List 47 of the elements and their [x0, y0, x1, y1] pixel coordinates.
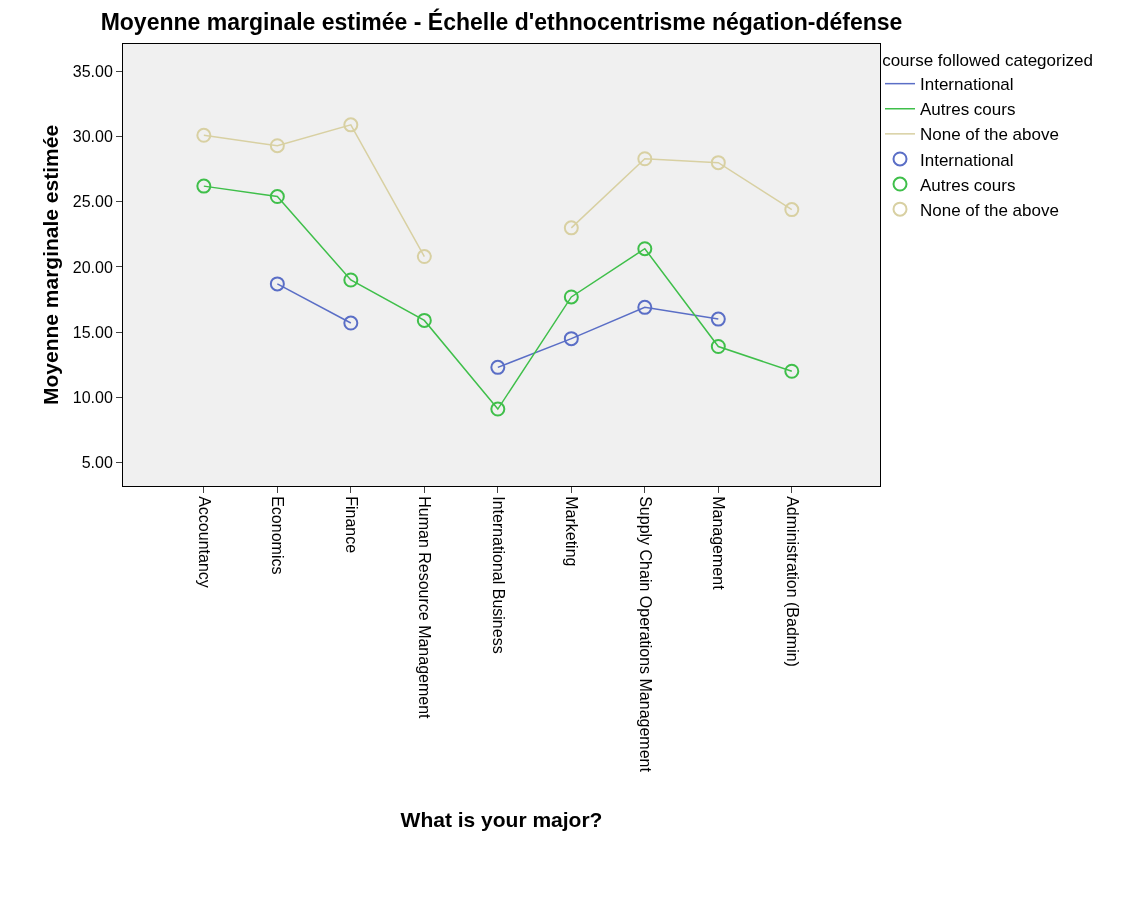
y-axis-title: Moyenne marginale estimée — [38, 124, 62, 406]
point — [637, 241, 653, 257]
legend-label: None of the above — [920, 125, 1059, 145]
point — [710, 338, 726, 354]
x-tick-label: Economics — [269, 496, 287, 575]
point — [637, 151, 653, 167]
point — [343, 117, 359, 133]
chart-title: Moyenne marginale estimée - Échelle d'ethnocentrisme négation-défense — [100, 7, 903, 35]
point — [196, 178, 212, 194]
legend-title: course followed categorized — [882, 51, 1093, 71]
point — [343, 272, 359, 288]
point — [784, 202, 800, 218]
x-tick-label: Management — [710, 496, 728, 591]
point — [490, 359, 506, 375]
point — [490, 401, 506, 417]
legend-label: Autres cours — [920, 175, 1016, 195]
point — [196, 127, 212, 143]
point — [416, 249, 432, 265]
y-tick-label: 25.00 — [72, 193, 113, 211]
legend-label: None of the above — [920, 200, 1059, 220]
x-tick-label: Human Resource Management — [416, 496, 434, 720]
point — [637, 299, 653, 315]
point — [563, 289, 579, 305]
x-tick-label: Finance — [342, 496, 360, 554]
legend-label: International — [920, 150, 1014, 170]
x-tick-label: Administration (Badmin) — [783, 496, 801, 667]
x-axis-title: What is your major? — [400, 807, 603, 831]
x-tick-label: Supply Chain Operations Management — [636, 496, 654, 773]
point — [710, 311, 726, 327]
point — [563, 331, 579, 347]
x-tick-label: Marketing — [563, 496, 581, 567]
point — [269, 189, 285, 205]
y-tick-label: 30.00 — [72, 128, 113, 146]
point — [563, 220, 579, 236]
point — [710, 155, 726, 171]
y-tick-label: 15.00 — [72, 323, 113, 341]
y-tick-label: 10.00 — [72, 388, 113, 406]
legend-label: Autres cours — [920, 100, 1016, 120]
x-tick-label: International Business — [489, 496, 507, 654]
legend-label: International — [920, 75, 1014, 95]
x-tick-label: Accountancy — [195, 496, 213, 588]
y-tick-label: 35.00 — [72, 62, 113, 80]
y-tick-label: 5.00 — [81, 454, 113, 472]
point — [784, 363, 800, 379]
y-tick-label: 20.00 — [72, 258, 113, 276]
point — [416, 312, 432, 328]
point — [269, 138, 285, 154]
